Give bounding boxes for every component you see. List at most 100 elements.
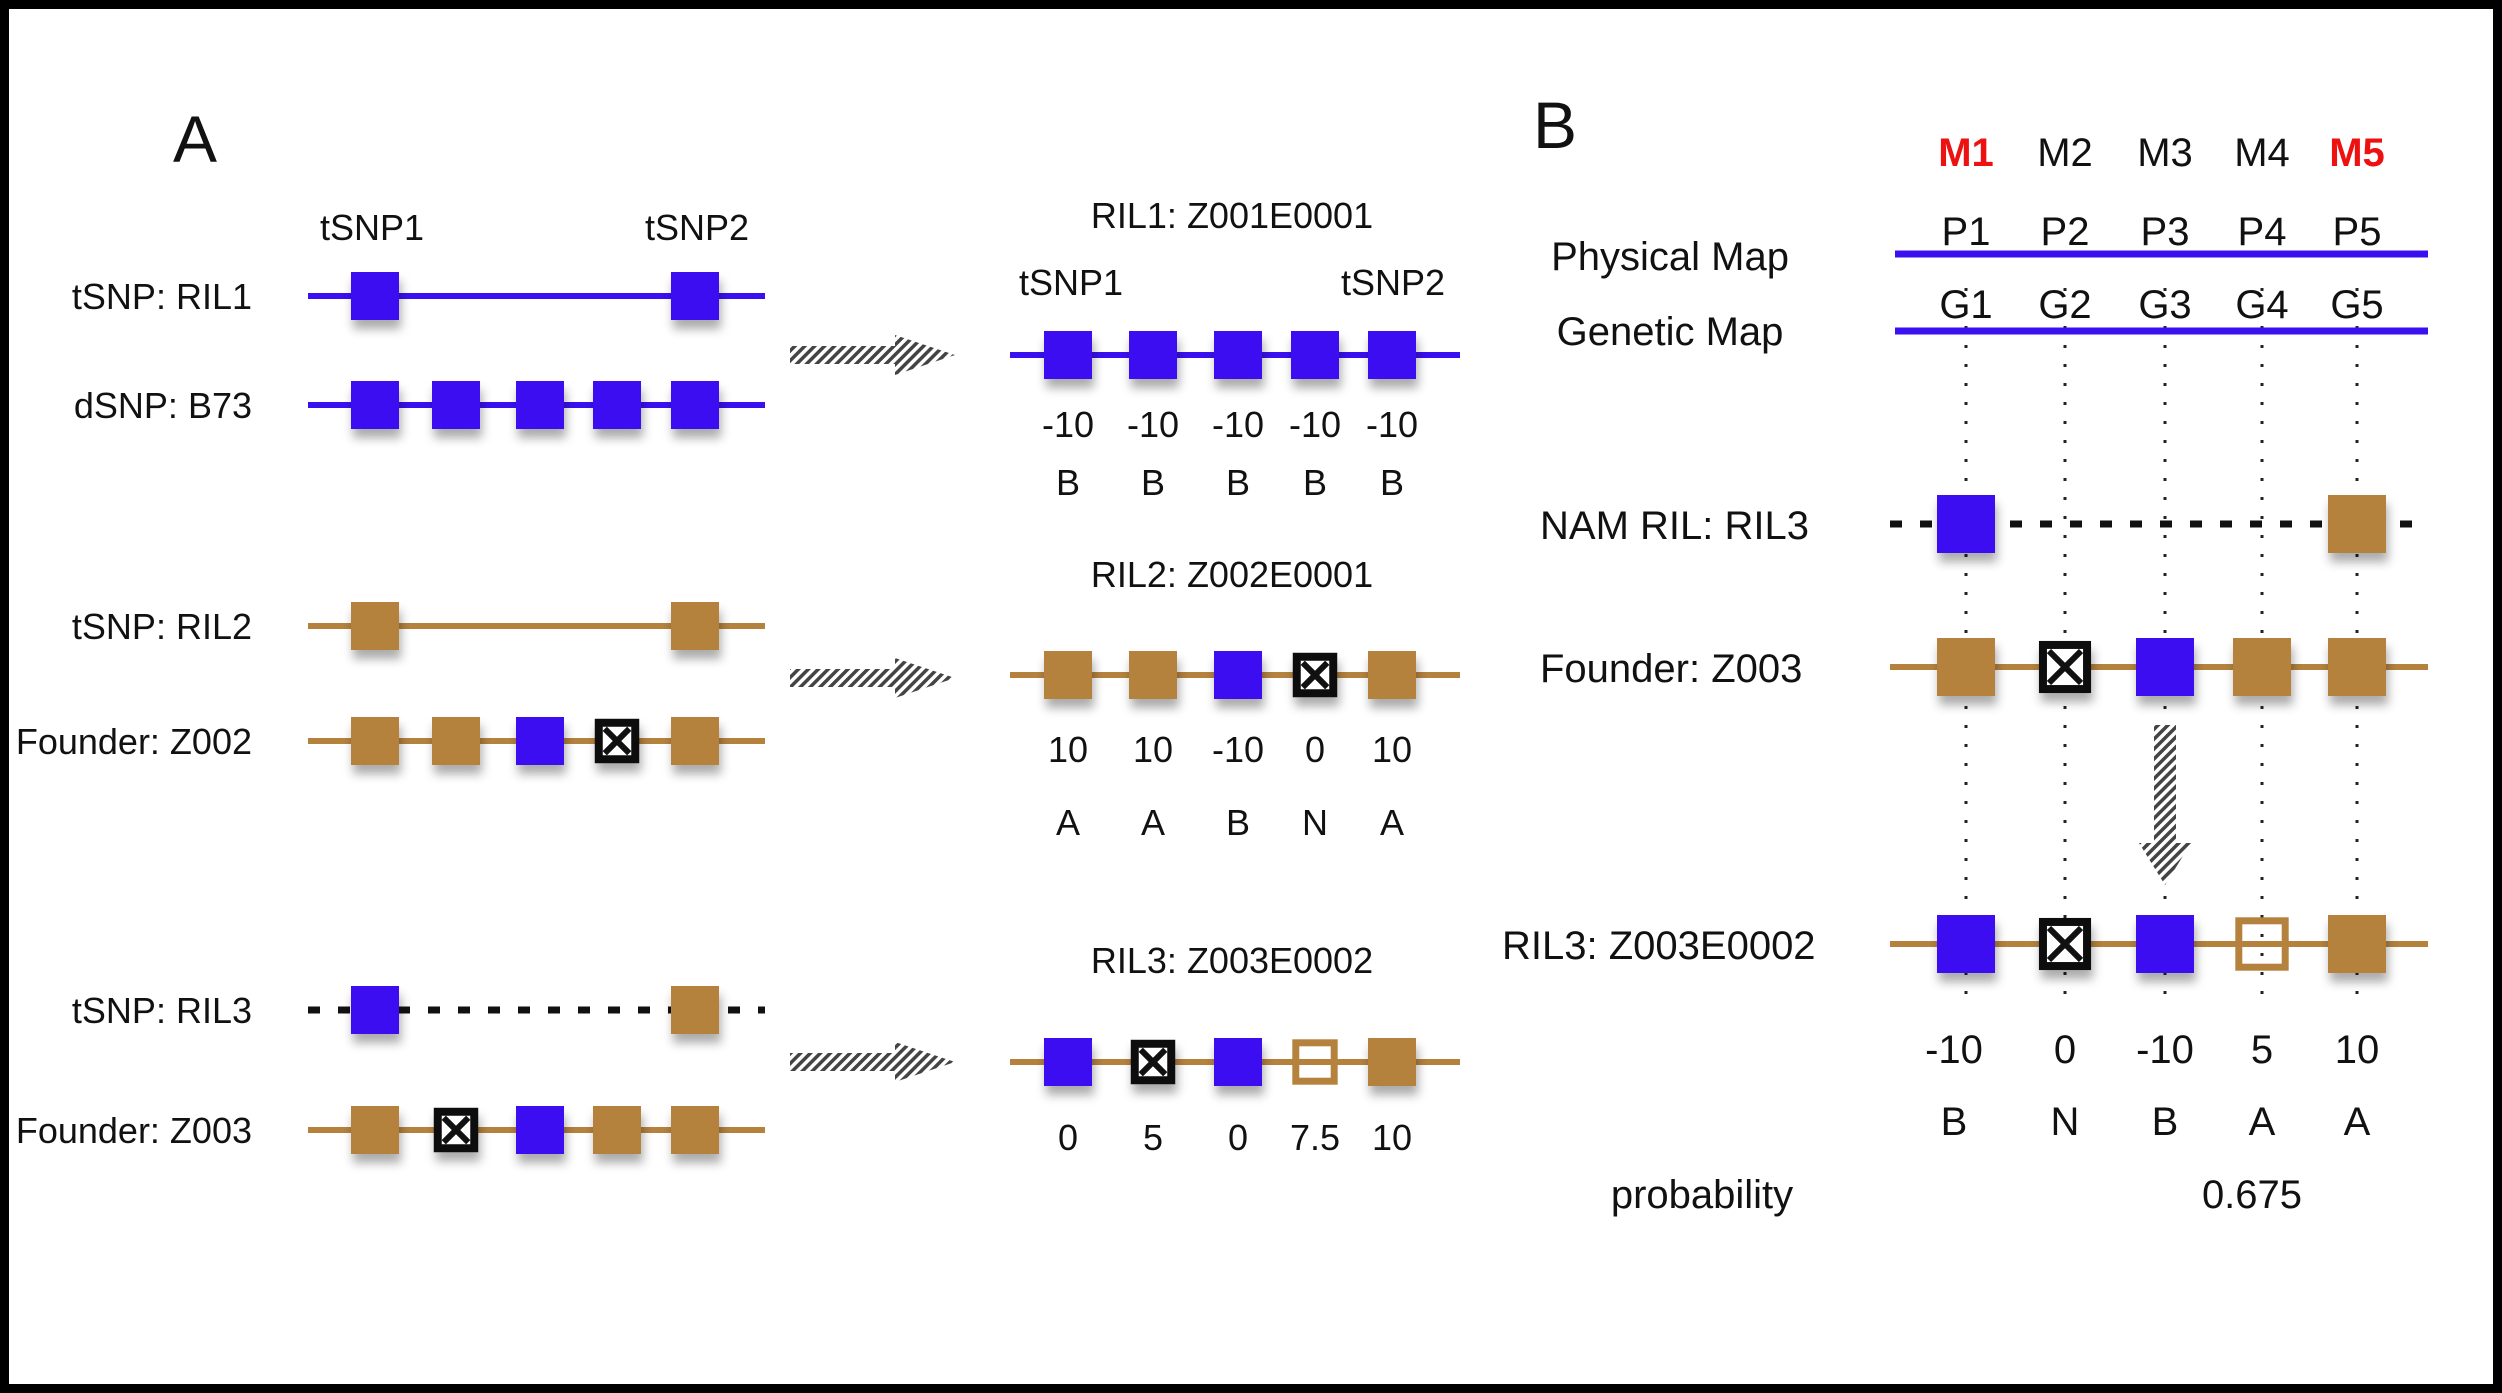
panel-a-result-score: 0 [1228, 1117, 1248, 1158]
panel-a-row-label: Founder: Z002 [16, 721, 252, 762]
panel-a-marker [351, 1106, 399, 1154]
panel-a-result-call: A [1141, 802, 1165, 843]
panel-a-result-score: 10 [1372, 729, 1412, 770]
panel-b-marker [1937, 915, 1995, 973]
panel-b-call: B [2152, 1100, 2179, 1144]
panel-b-marker [2136, 638, 2194, 696]
physical-position: P1 [1942, 210, 1991, 254]
panel-a-result-marker [1044, 651, 1092, 699]
panel-a-marker [671, 381, 719, 429]
panel-a-result-marker [1214, 331, 1262, 379]
panel-b-score: 0 [2054, 1028, 2076, 1072]
panel-a-result-score: -10 [1366, 404, 1418, 445]
panel-a-result-call: B [1056, 462, 1080, 503]
panel-a-marker [516, 1106, 564, 1154]
panel-a-marker [671, 717, 719, 765]
panel-b-marker [1937, 495, 1995, 553]
arrow-founder-to-ril3 [2139, 725, 2191, 885]
panel-a-marker [594, 718, 640, 764]
panel-b-marker [2235, 917, 2289, 971]
panel-a-row-label: dSNP: B73 [74, 385, 252, 426]
panel-a-result-score: -10 [1289, 404, 1341, 445]
genetic-position: G3 [2138, 283, 2191, 327]
panel-a-result-score: 5 [1143, 1117, 1163, 1158]
panel-a-result-call: A [1380, 802, 1404, 843]
panel-b-row-label: RIL3: Z003E0002 [1502, 924, 1816, 968]
panel-b-marker-name: M5 [2329, 131, 2385, 175]
panel-a-result-call: B [1303, 462, 1327, 503]
panel-a-result-score: 0 [1058, 1117, 1078, 1158]
arrow-ril1 [790, 335, 955, 375]
panel-a-result-title: RIL2: Z002E0001 [1091, 554, 1373, 595]
panel-a-marker [671, 272, 719, 320]
arrow-ril2 [790, 658, 955, 698]
tsnp1-header: tSNP1 [320, 207, 424, 248]
panel-a-marker [432, 381, 480, 429]
panel-b-marker [2328, 915, 2386, 973]
panel-a-result-marker [1214, 1038, 1262, 1086]
panel-a-marker [351, 381, 399, 429]
panel-a-result-score: 7.5 [1290, 1117, 1340, 1158]
panel-a-result-marker [1291, 331, 1339, 379]
panel-a-marker [671, 602, 719, 650]
panel-a-result-title: RIL3: Z003E0002 [1091, 940, 1373, 981]
panel-a-result-tsnp2: tSNP2 [1341, 262, 1445, 303]
panel-a-result-marker [1044, 331, 1092, 379]
physical-position: P4 [2238, 210, 2287, 254]
panel-a-marker [593, 381, 641, 429]
panel-a-marker [351, 272, 399, 320]
panel-a-result-marker [1368, 1038, 1416, 1086]
panel-a-marker [433, 1107, 479, 1153]
panel-b-marker [2136, 915, 2194, 973]
panel-a-result-score: -10 [1127, 404, 1179, 445]
panel-b-marker [2233, 638, 2291, 696]
panel-a-marker [593, 1106, 641, 1154]
panel-a-result-call: B [1226, 462, 1250, 503]
panel-a-marker [351, 717, 399, 765]
tsnp2-header: tSNP2 [645, 207, 749, 248]
panel-a-marker [351, 986, 399, 1034]
panel-b-call: N [2051, 1100, 2080, 1144]
panel-a-result-marker [1044, 1038, 1092, 1086]
panel-a-label: A [173, 102, 217, 176]
panel-b-marker-name: M4 [2234, 131, 2290, 175]
genetic-position: G2 [2038, 283, 2091, 327]
panel-a-result-score: 0 [1305, 729, 1325, 770]
panel-b-call: B [1941, 1100, 1968, 1144]
panel-a-marker [671, 1106, 719, 1154]
arrow-ril3 [790, 1042, 955, 1082]
panel-a-result-marker [1214, 651, 1262, 699]
panel-b-marker [1937, 638, 1995, 696]
panel-a-result-marker [1292, 1039, 1338, 1085]
physical-position: P2 [2041, 210, 2090, 254]
panel-a-row-label: tSNP: RIL2 [72, 606, 252, 647]
panel-b-marker [2038, 640, 2092, 694]
physical-map-label: Physical Map [1551, 235, 1789, 279]
genetic-position: G5 [2330, 283, 2383, 327]
panel-a-result-call: A [1056, 802, 1080, 843]
panel-a-result-score: -10 [1042, 404, 1094, 445]
panel-b-marker [2328, 638, 2386, 696]
panel-b-marker-name: M3 [2137, 131, 2193, 175]
panel-a-result-tsnp1: tSNP1 [1019, 262, 1123, 303]
panel-a-result-score: -10 [1212, 729, 1264, 770]
panel-b-row-label: NAM RIL: RIL3 [1540, 504, 1809, 548]
panel-b-label: B [1533, 88, 1577, 162]
panel-a-marker [516, 717, 564, 765]
panel-b-marker-name: M2 [2037, 131, 2093, 175]
panel-a-result-score: 10 [1048, 729, 1088, 770]
panel-a-result-marker [1368, 651, 1416, 699]
panel-a-row-label: tSNP: RIL3 [72, 990, 252, 1031]
probability-label: probability [1611, 1173, 1793, 1217]
probability-value: 0.675 [2202, 1173, 2302, 1217]
panel-b-score: -10 [2136, 1028, 2194, 1072]
panel-b-marker [2328, 495, 2386, 553]
panel-b-score: 5 [2251, 1028, 2273, 1072]
panel-a-marker [351, 602, 399, 650]
panel-b-marker [2038, 917, 2092, 971]
panel-a-result-score: 10 [1372, 1117, 1412, 1158]
panel-b-marker-name: M1 [1938, 131, 1994, 175]
panel-a-result-title: RIL1: Z001E0001 [1091, 195, 1373, 236]
genetic-position: G4 [2235, 283, 2288, 327]
